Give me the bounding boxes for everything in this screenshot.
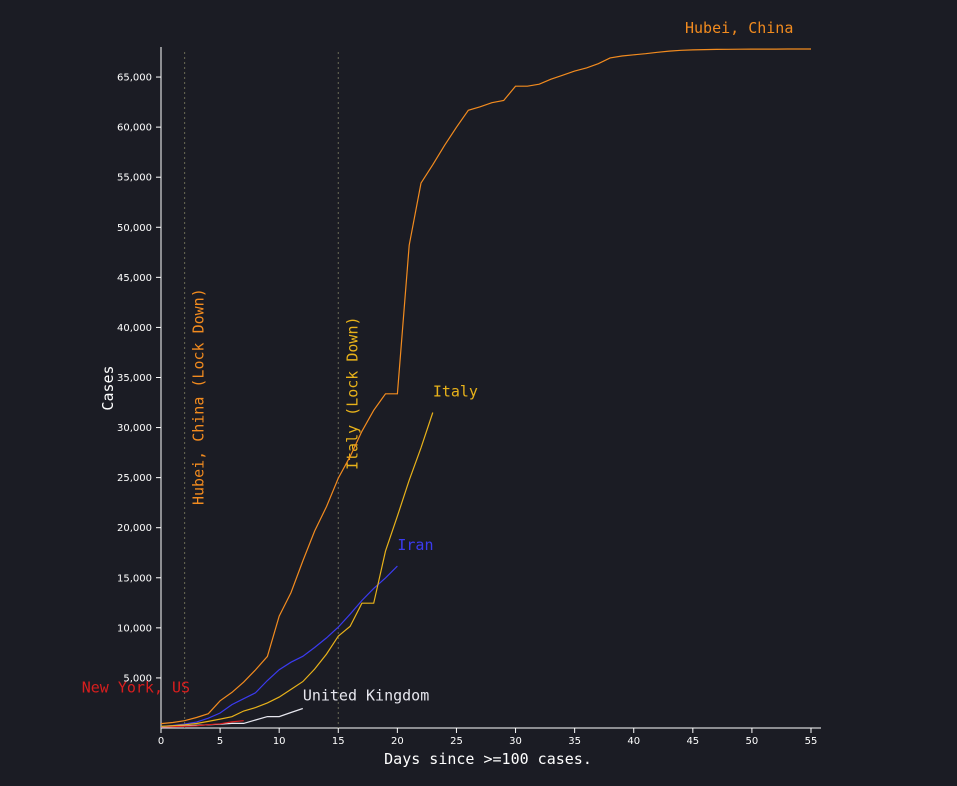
x-tick-label: 50 <box>746 736 759 747</box>
x-tick-label: 20 <box>391 736 404 747</box>
y-tick-label: 55,000 <box>117 173 152 184</box>
series-line-new-york-us <box>160 720 244 728</box>
lockdown-label: Hubei, China (Lock Down) <box>190 288 208 505</box>
y-tick-label: 45,000 <box>117 273 152 284</box>
y-tick-label: 35,000 <box>117 373 152 384</box>
y-tick-label: 30,000 <box>117 423 152 434</box>
x-axis-title: Days since >=100 cases. <box>384 750 592 768</box>
x-tick-label: 55 <box>805 736 818 747</box>
x-tick-label: 0 <box>158 736 164 747</box>
y-tick-label: 15,000 <box>117 573 152 584</box>
series-label-new-york-us: New York, US <box>82 679 190 697</box>
y-axis-title: Cases <box>99 365 117 410</box>
series-label-hubei-china: Hubei, China <box>685 19 793 37</box>
series-line-italy <box>160 412 434 727</box>
y-tick-label: 10,000 <box>117 623 152 634</box>
x-tick-label: 35 <box>568 736 581 747</box>
x-tick-label: 45 <box>686 736 699 747</box>
x-tick-label: 10 <box>273 736 286 747</box>
series-label-united-kingdom: United Kingdom <box>303 686 429 704</box>
y-tick-label: 20,000 <box>117 523 152 534</box>
series-line-hubei-china <box>160 48 811 725</box>
x-tick-label: 40 <box>627 736 640 747</box>
x-tick-label: 15 <box>332 736 345 747</box>
x-tick-label: 5 <box>217 736 223 747</box>
lockdown-label: Italy (Lock Down) <box>343 316 361 470</box>
series-line-iran <box>160 565 398 728</box>
series-label-iran: Iran <box>397 536 433 554</box>
y-tick-label: 25,000 <box>117 473 152 484</box>
y-tick-label: 65,000 <box>117 73 152 84</box>
y-tick-label: 40,000 <box>117 323 152 334</box>
x-tick-label: 30 <box>509 736 522 747</box>
y-tick-label: 50,000 <box>117 223 152 234</box>
x-tick-label: 25 <box>450 736 463 747</box>
series-label-italy: Italy <box>433 382 478 400</box>
y-tick-label: 60,000 <box>117 123 152 134</box>
y-tick-label: 5,000 <box>123 673 152 684</box>
